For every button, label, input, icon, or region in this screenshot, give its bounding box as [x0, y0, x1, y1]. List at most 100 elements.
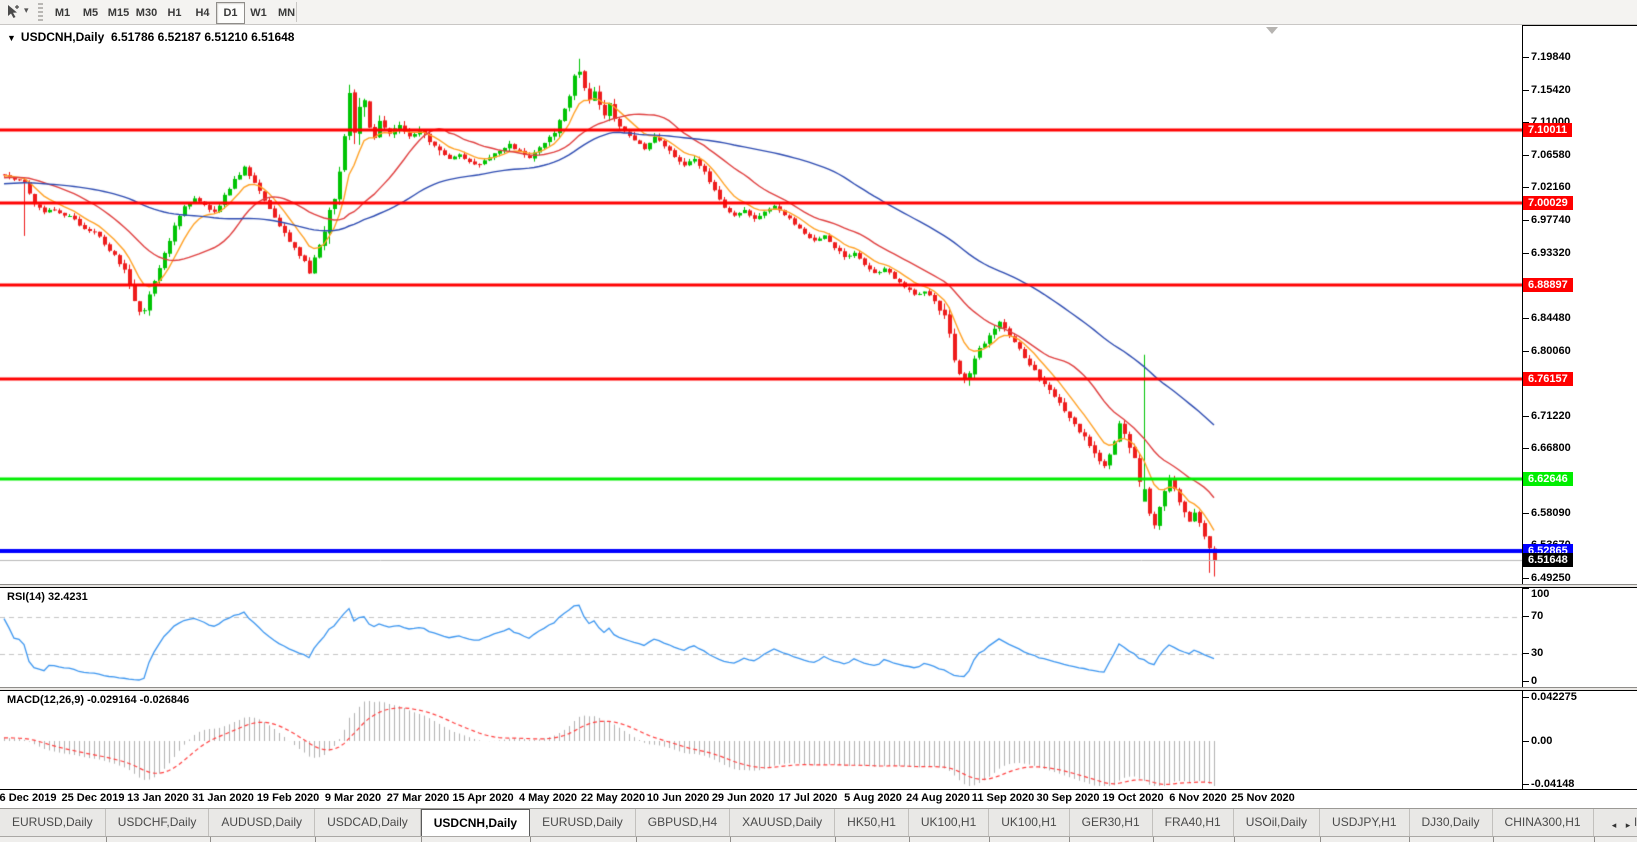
price-tick-label: 6.71220 — [1531, 410, 1571, 422]
chart-tab-uk100-h1[interactable]: UK100,H1 — [989, 809, 1070, 836]
time-axis-label: 17 Jul 2020 — [778, 792, 838, 804]
time-axis-label: 10 Jun 2020 — [646, 792, 710, 804]
rsi-tick-label: 100 — [1531, 588, 1550, 600]
timeframe-button-h4[interactable]: H4 — [195, 7, 210, 19]
time-axis-label: 22 May 2020 — [580, 792, 646, 804]
time-axis-label: 9 Mar 2020 — [324, 792, 382, 804]
macd-tick-label: 0.00 — [1531, 735, 1553, 747]
chart-tab-hk50-h1[interactable]: HK50,H1 — [835, 809, 909, 836]
time-axis-label: 19 Oct 2020 — [1102, 792, 1164, 804]
chart-ohlc-quotes: 6.51786 6.52187 6.51210 6.51648 — [110, 30, 295, 44]
rsi-label: RSI(14) 32.4231 — [7, 591, 88, 603]
time-axis-label: 5 Aug 2020 — [844, 792, 902, 804]
status-separator — [1234, 837, 1235, 842]
price-tick-mark — [1523, 318, 1529, 319]
price-tick-label: 6.80060 — [1531, 345, 1571, 357]
macd-tick-mark — [1523, 741, 1529, 742]
rsi-tick-mark — [1523, 588, 1529, 589]
level-price-label: 6.76157 — [1523, 372, 1573, 386]
status-separator — [989, 837, 990, 842]
chart-tab-usdjpy-h1[interactable]: USDJPY,H1 — [1320, 809, 1410, 836]
status-separator — [421, 837, 422, 842]
tab-scroll-right-icon[interactable]: ▸ — [1625, 820, 1631, 830]
timeframe-button-m15[interactable]: M15 — [107, 7, 130, 19]
timeframe-button-m30[interactable]: M30 — [135, 7, 158, 19]
status-separator — [730, 837, 731, 842]
status-separator — [210, 837, 211, 842]
status-separator — [1069, 837, 1070, 842]
macd-indicator-canvas[interactable] — [0, 691, 1522, 789]
status-separator — [909, 837, 910, 842]
chart-shift-marker[interactable] — [1266, 27, 1278, 34]
price-axis-separator — [1522, 25, 1523, 789]
price-tick-label: 7.19840 — [1531, 51, 1571, 63]
time-axis-label: 29 Jun 2020 — [711, 792, 775, 804]
time-axis-label: 11 Sep 2020 — [971, 792, 1035, 804]
chart-tab-dj30-daily[interactable]: DJ30,Daily — [1409, 809, 1493, 836]
timeframe-button-w1[interactable]: W1 — [250, 7, 267, 19]
chart-tab-usoil-daily[interactable]: USOil,Daily — [1233, 809, 1321, 836]
macd-tick-mark — [1523, 697, 1529, 698]
chart-tab-usdcnh-daily[interactable]: USDCNH,Daily — [420, 809, 531, 837]
chart-tab-usdchf-daily[interactable]: USDCHF,Daily — [105, 809, 210, 836]
chart-tab-eurusd-daily[interactable]: EURUSD,Daily — [530, 809, 636, 836]
macd-label: MACD(12,26,9) -0.029164 -0.026846 — [7, 694, 190, 706]
crosshair-cursor-icon[interactable] — [4, 3, 22, 21]
chart-bottom-border — [0, 789, 1637, 790]
price-tick-mark — [1523, 448, 1529, 449]
chart-tab-usdcad-daily[interactable]: USDCAD,Daily — [315, 809, 421, 836]
price-tick-mark — [1523, 416, 1529, 417]
time-axis-label: 19 Feb 2020 — [256, 792, 320, 804]
macd-tick-label: 0.042275 — [1531, 691, 1577, 703]
chart-tab-bar: EURUSD,Daily USDCHF,Daily AUDUSD,Daily USDC… — [0, 808, 1637, 837]
timeframe-toolbar: ▾ M1 M5 M15 M30 H1 H4 D1 W1 MN — [0, 0, 1637, 25]
chart-tab-china300-h1[interactable]: CHINA300,H1 — [1492, 809, 1594, 836]
time-axis[interactable]: 6 Dec 2019 25 Dec 2019 13 Jan 2020 31 Jan 2… — [0, 790, 1637, 808]
chart-symbol-period: USDCNH,Daily — [20, 30, 105, 44]
price-tick-label: 6.49250 — [1531, 572, 1571, 584]
chart-tab-eurusd-daily[interactable]: EURUSD,Daily — [0, 809, 106, 836]
toolbar-grip[interactable] — [38, 3, 43, 21]
tab-scroll-left-icon[interactable]: ◂ — [1611, 820, 1617, 830]
price-tick-mark — [1523, 578, 1529, 579]
time-axis-label: 24 Aug 2020 — [906, 792, 970, 804]
status-separator — [1153, 837, 1154, 842]
price-tick-mark — [1523, 57, 1529, 58]
timeframe-button-m5[interactable]: M5 — [82, 7, 99, 19]
price-tick-label: 7.15420 — [1531, 84, 1571, 96]
time-axis-label: 6 Nov 2020 — [1169, 792, 1227, 804]
price-tick-label: 7.06580 — [1531, 149, 1571, 161]
price-tick-mark — [1523, 155, 1529, 156]
chart-tab-ger30-h1[interactable]: GER30,H1 — [1069, 809, 1153, 836]
timeframe-button-h1[interactable]: H1 — [167, 7, 182, 19]
chart-tab-gbpusd-h4[interactable]: GBPUSD,H4 — [635, 809, 731, 836]
rsi-tick-mark — [1523, 616, 1529, 617]
status-separator — [1320, 837, 1321, 842]
status-separator — [530, 837, 531, 842]
status-bar — [0, 836, 1637, 842]
timeframe-button-m1[interactable]: M1 — [54, 7, 71, 19]
macd-tick-mark — [1523, 784, 1529, 785]
chart-tab-fra40-h1[interactable]: FRA40,H1 — [1152, 809, 1234, 836]
status-separator — [1594, 837, 1595, 842]
timeframe-button-mn[interactable]: MN — [277, 7, 296, 19]
macd-panel-splitter[interactable] — [0, 687, 1637, 691]
rsi-tick-mark — [1523, 681, 1529, 682]
cursor-dropdown-icon[interactable]: ▾ — [24, 5, 29, 15]
timeframe-button-d1[interactable]: D1 — [216, 2, 245, 24]
main-price-chart-canvas[interactable] — [0, 25, 1522, 584]
chart-tab-audusd-daily[interactable]: AUDUSD,Daily — [209, 809, 316, 836]
chart-tab-xauusd-daily[interactable]: XAUUSD,Daily — [730, 809, 836, 836]
time-axis-label: 6 Dec 2019 — [0, 792, 57, 804]
rsi-panel-splitter[interactable] — [0, 584, 1637, 588]
level-price-label: 7.00029 — [1523, 196, 1573, 210]
time-axis-label: 13 Jan 2020 — [127, 792, 189, 804]
rsi-indicator-canvas[interactable] — [0, 588, 1522, 687]
price-tick-label: 7.02160 — [1531, 181, 1571, 193]
chart-tab-uk100-h1[interactable]: UK100,H1 — [908, 809, 990, 836]
price-tick-label: 6.58090 — [1531, 507, 1571, 519]
time-axis-label: 31 Jan 2020 — [192, 792, 254, 804]
collapse-chart-icon[interactable]: ▼ — [7, 33, 16, 43]
price-tick-mark — [1523, 187, 1529, 188]
